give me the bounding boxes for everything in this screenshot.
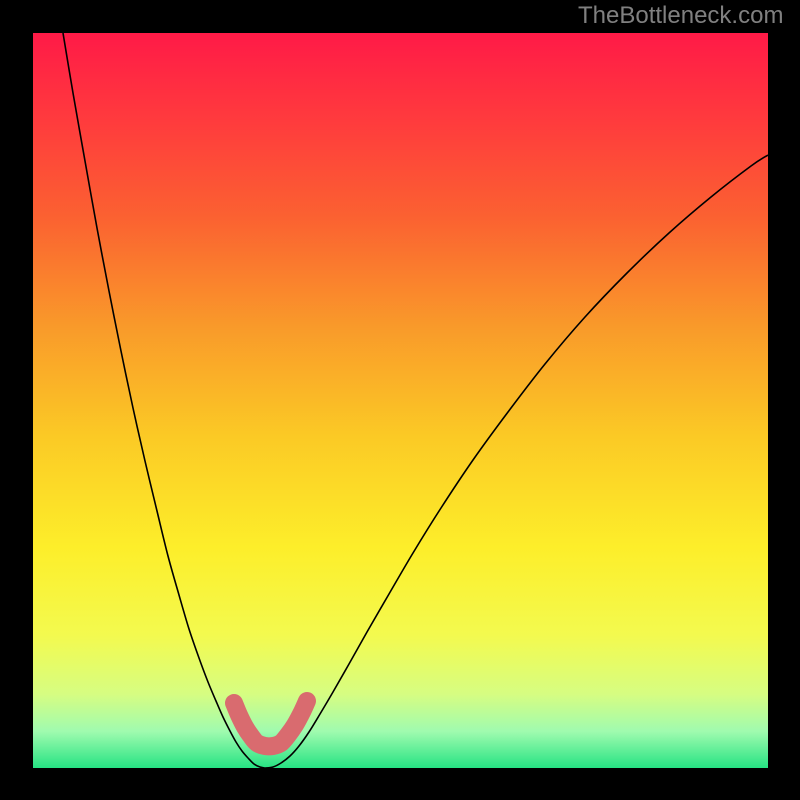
chart-container: TheBottleneck.com — [0, 0, 800, 800]
watermark-text: TheBottleneck.com — [578, 2, 783, 30]
plot-area — [33, 33, 768, 768]
valley-highlight — [234, 701, 307, 746]
curve-right-arm — [265, 155, 768, 768]
plot-svg — [33, 33, 768, 768]
curve-left-arm — [63, 33, 265, 768]
